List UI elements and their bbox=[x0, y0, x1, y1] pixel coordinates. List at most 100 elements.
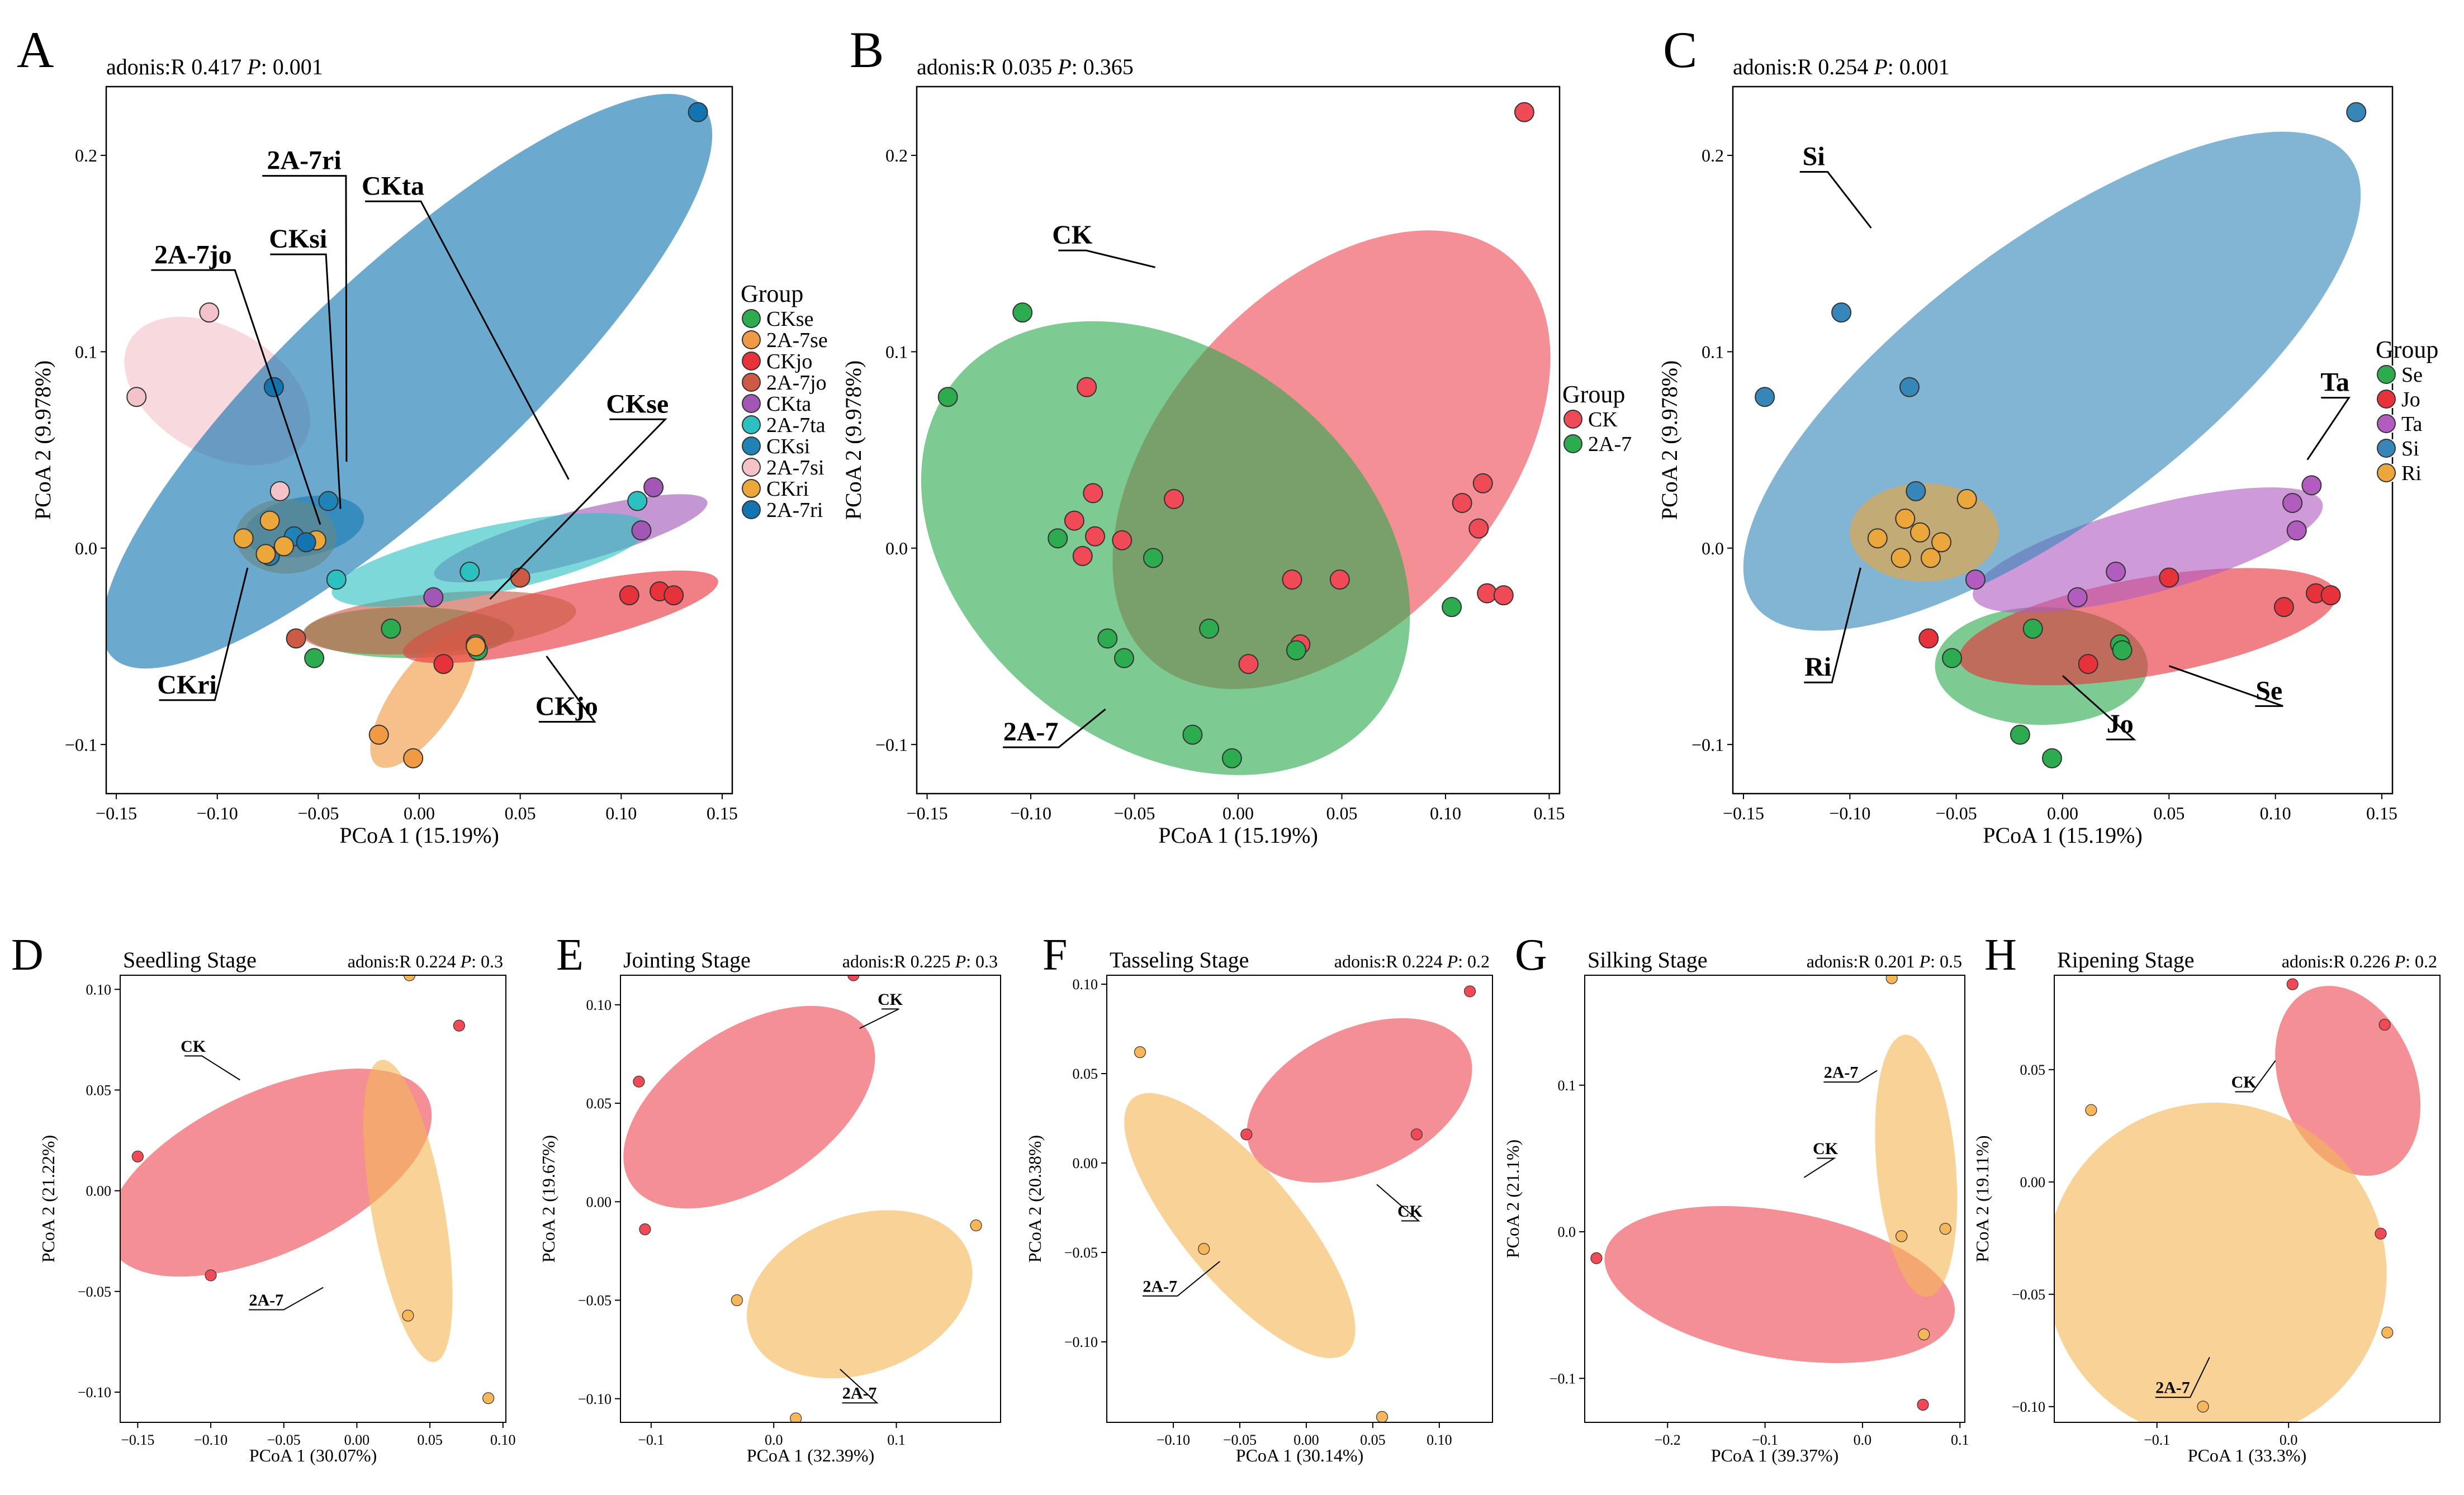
point-ck bbox=[1077, 377, 1097, 397]
point-2a-7se bbox=[466, 636, 486, 657]
plot-frame bbox=[620, 975, 1001, 1423]
y-tick-label: −0.05 bbox=[1064, 1245, 1098, 1261]
point-jo bbox=[2078, 654, 2098, 675]
x-axis-label: PCoA 1 (30.14%) bbox=[1236, 1445, 1363, 1465]
point-2a-7 bbox=[1097, 628, 1118, 649]
point-si bbox=[1906, 481, 1926, 501]
y-tick-label: 0.05 bbox=[2020, 1062, 2046, 1078]
legend-label-2a-7ri: 2A-7ri bbox=[766, 499, 823, 522]
point-ckri bbox=[233, 528, 254, 549]
x-tick-label: 0.0 bbox=[1854, 1432, 1872, 1448]
ellipse-2a-7 bbox=[1875, 1034, 1958, 1297]
panel-g: G 2A-7 CK −0.2 −0.1 0.0 0.1 −0.1 0.0 0.1 PCoA 1 (3… bbox=[1503, 931, 1969, 1465]
point-ta bbox=[2106, 561, 2126, 582]
point-ck bbox=[1282, 569, 1302, 590]
x-tick-label: −0.10 bbox=[194, 1432, 228, 1448]
legend-title: Group bbox=[1562, 381, 1625, 408]
annotation-leader bbox=[538, 656, 596, 723]
x-tick-label: 0.10 bbox=[2260, 803, 2291, 823]
annotation-leader bbox=[2155, 1356, 2210, 1398]
x-tick-label: −0.05 bbox=[297, 803, 339, 823]
legend-swatch-2a-7ta bbox=[742, 415, 761, 434]
plot-area bbox=[1590, 975, 1958, 1411]
legend-label-2a-7ta: 2A-7ta bbox=[766, 414, 826, 437]
point-ck bbox=[1083, 483, 1103, 504]
x-tick-label: −0.15 bbox=[1723, 803, 1764, 823]
y-tick-label: 0.0 bbox=[885, 538, 908, 558]
annotation-2a-7: 2A-7 bbox=[1143, 1277, 1177, 1295]
legend-label-ckta: CKta bbox=[766, 392, 811, 416]
panel-label: G bbox=[1515, 931, 1547, 980]
annotation-ck: CK bbox=[878, 990, 903, 1009]
point-2a-7 bbox=[790, 1412, 802, 1422]
annotation-leader bbox=[1142, 1261, 1220, 1297]
annotation-leader bbox=[2235, 1060, 2276, 1093]
x-tick-label: 0.15 bbox=[707, 803, 738, 823]
panel-label: B bbox=[850, 21, 884, 78]
y-tick-label: 0.00 bbox=[86, 1183, 112, 1199]
annotation-ck: CK bbox=[1397, 1202, 1423, 1221]
annotation-leader bbox=[249, 1287, 324, 1311]
x-axis-label: PCoA 1 (15.19%) bbox=[1158, 823, 1318, 848]
point-ck bbox=[1164, 488, 1184, 509]
x-tick-label: 0.05 bbox=[1360, 1432, 1386, 1448]
point-ri bbox=[1921, 548, 1941, 568]
x-tick-label: −0.05 bbox=[267, 1432, 301, 1448]
ellipse-2a-7 bbox=[363, 1060, 453, 1363]
point-ri bbox=[1895, 509, 1916, 529]
adonis-stat: adonis:R 0.224 P: 0.2 bbox=[1334, 951, 1490, 971]
annotation-ta: Ta bbox=[2320, 368, 2349, 397]
annotation-si: Si bbox=[1803, 142, 1825, 172]
y-tick-label: 0.1 bbox=[885, 342, 908, 362]
y-tick-label: −0.10 bbox=[78, 1384, 111, 1401]
point-ck bbox=[1410, 1128, 1423, 1141]
annotation-2a-7: 2A-7 bbox=[249, 1291, 284, 1309]
adonis-stat: adonis:R 0.417 P: 0.001 bbox=[106, 54, 323, 79]
point-2a-7jo bbox=[510, 567, 530, 588]
point-2a-7 bbox=[402, 1309, 414, 1322]
annotation-ckjo: CKjo bbox=[536, 691, 598, 721]
point-2a-7 bbox=[1221, 748, 1242, 768]
point-2a-7si bbox=[199, 302, 220, 323]
annotation-leader bbox=[2306, 397, 2351, 461]
stage-title: Ripening Stage bbox=[2057, 947, 2195, 972]
y-tick-label: −0.05 bbox=[78, 1284, 111, 1300]
annotation-ck: CK bbox=[181, 1037, 206, 1056]
point-ck bbox=[1468, 518, 1489, 539]
annotation-2a-7: 2A-7 bbox=[1824, 1064, 1859, 1082]
point-ckta bbox=[643, 477, 664, 497]
x-tick-label: 0.00 bbox=[404, 803, 435, 823]
legend-swatch-ta bbox=[2377, 414, 2396, 433]
x-axis-label: PCoA 1 (30.07%) bbox=[249, 1445, 377, 1465]
point-jo bbox=[2273, 597, 2294, 618]
point-ckjo bbox=[619, 585, 639, 606]
x-tick-label: 0.1 bbox=[887, 1432, 906, 1448]
x-tick-label: 0.05 bbox=[417, 1432, 443, 1448]
point-ckri bbox=[259, 510, 280, 531]
annotation-ri: Ri bbox=[1804, 652, 1831, 682]
point-2a-7 bbox=[1885, 975, 1898, 984]
panel-f: F CK 2A-7 −0.10 −0.05 0.00 0.05 0.10 −0.10 −0.05 0… bbox=[1025, 931, 1493, 1465]
legend-label-ckjo: CKjo bbox=[766, 350, 812, 373]
y-tick-label: 0.00 bbox=[1073, 1155, 1098, 1171]
point-2a-7 bbox=[1198, 1243, 1210, 1255]
panel-label: C bbox=[1663, 21, 1697, 78]
y-tick-label: 0.1 bbox=[75, 342, 97, 362]
point-si bbox=[1831, 302, 1852, 323]
plot-area bbox=[1743, 102, 2367, 768]
point-se bbox=[2022, 618, 2043, 639]
point-2a-7jo bbox=[286, 628, 306, 649]
point-2a-7 bbox=[2197, 1401, 2209, 1413]
point-2a-7 bbox=[1134, 1046, 1146, 1059]
point-2a-7 bbox=[1918, 1328, 1930, 1341]
x-tick-label: 0.0 bbox=[2280, 1432, 2298, 1448]
point-ta bbox=[2067, 587, 2088, 608]
y-tick-label: −0.1 bbox=[875, 734, 908, 754]
x-tick-label: −0.15 bbox=[121, 1432, 154, 1448]
x-tick-label: −0.10 bbox=[1829, 803, 1870, 823]
